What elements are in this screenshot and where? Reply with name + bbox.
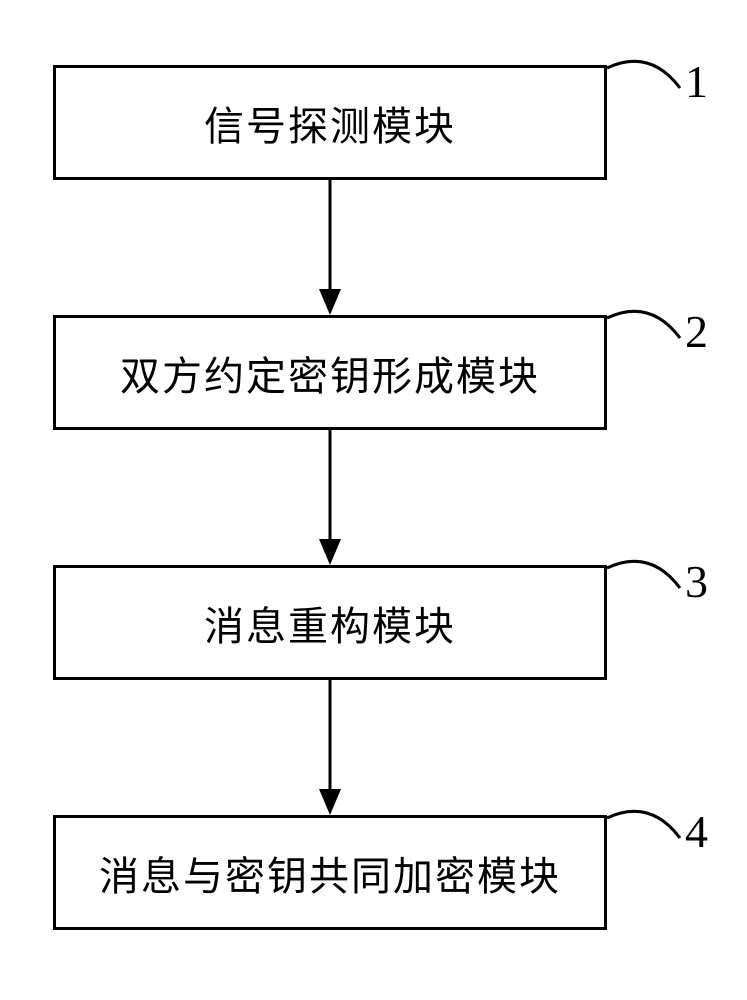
flow-box-1: 信号探测模块 [53, 65, 607, 180]
flow-box-2-label: 双方约定密钥形成模块 [120, 344, 540, 402]
flow-box-4: 消息与密钥共同加密模块 [53, 815, 607, 930]
diagram-canvas: 信号探测模块 1 双方约定密钥形成模块 2 消息重构模块 3 消息与密钥共同加密… [0, 0, 747, 1000]
number-label-4: 4 [685, 805, 708, 858]
flow-box-3-label: 消息重构模块 [204, 594, 456, 652]
number-label-2: 2 [685, 305, 708, 358]
flow-box-1-label: 信号探测模块 [204, 94, 456, 152]
flow-box-2: 双方约定密钥形成模块 [53, 315, 607, 430]
number-label-1: 1 [685, 55, 708, 108]
flow-box-3: 消息重构模块 [53, 565, 607, 680]
number-label-3: 3 [685, 555, 708, 608]
flow-box-4-label: 消息与密钥共同加密模块 [99, 844, 561, 902]
